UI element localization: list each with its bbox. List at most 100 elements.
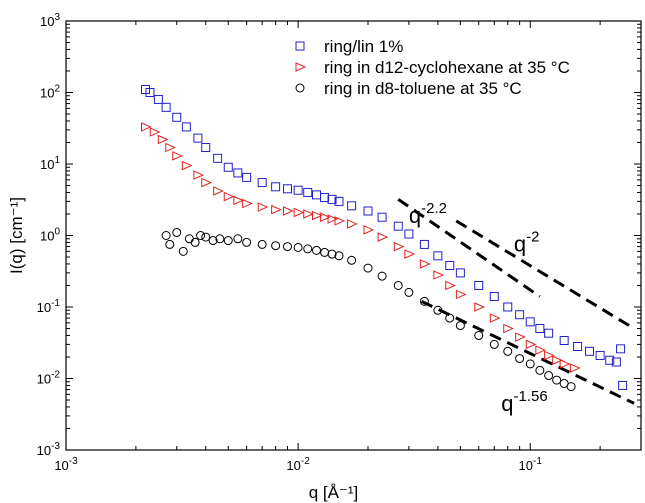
- y-tick-label: 102: [40, 84, 60, 101]
- data-point: [327, 194, 337, 204]
- data-point: [257, 178, 267, 188]
- data-point: [293, 185, 303, 195]
- data-point: [181, 122, 191, 132]
- data-point: [363, 263, 373, 273]
- data-point: [566, 382, 576, 392]
- series-layer: [140, 85, 628, 392]
- data-point: [455, 268, 465, 278]
- data-point: [233, 168, 243, 178]
- data-point: [419, 259, 431, 269]
- data-point: [559, 359, 571, 369]
- data-point: [503, 302, 513, 312]
- data-point: [201, 177, 212, 188]
- data-point: [223, 236, 233, 246]
- data-point: [172, 112, 182, 122]
- legend-label: ring in d12-cyclohexane at 35 °C: [324, 58, 570, 77]
- data-point: [303, 209, 314, 219]
- data-point: [363, 206, 373, 216]
- data-point: [573, 342, 583, 352]
- legend: ring/lin 1% ring in d12-cyclohexane at 35…: [295, 37, 570, 98]
- reference-line: [455, 219, 635, 330]
- data-point: [474, 330, 484, 340]
- data-point: [503, 346, 513, 356]
- data-point: [474, 280, 484, 290]
- data-point: [334, 251, 344, 261]
- legend-marker: [295, 41, 305, 51]
- data-point: [201, 143, 211, 153]
- data-point: [419, 239, 429, 249]
- data-point: [153, 94, 163, 104]
- legend-label: ring/lin 1%: [324, 37, 403, 56]
- x-tick-label: 10-3: [54, 456, 78, 473]
- data-point: [404, 287, 414, 297]
- data-point: [320, 192, 330, 202]
- data-point: [535, 324, 545, 334]
- data-point: [404, 229, 414, 239]
- data-point: [515, 354, 525, 364]
- reference-line: [420, 299, 635, 405]
- data-point: [552, 375, 562, 385]
- data-point: [178, 246, 188, 256]
- x-axis-title: q [Å⁻¹]: [309, 483, 359, 502]
- data-point: [616, 344, 626, 354]
- axis-labels: 10-3 10-2 10-1 10-3 10-2 10-1 100 101 102 103 q [Å…: [7, 12, 542, 502]
- y-tick-label: 10-3: [37, 441, 61, 458]
- data-point: [327, 214, 339, 224]
- data-point: [215, 234, 225, 244]
- data-point: [161, 231, 171, 240]
- data-point: [161, 102, 171, 112]
- y-tick-label: 10-2: [37, 370, 61, 387]
- data-point: [525, 359, 535, 369]
- y-tick-label: 103: [40, 12, 60, 29]
- data-point: [618, 380, 628, 390]
- data-point: [455, 321, 465, 331]
- data-point: [525, 339, 537, 350]
- slope-annotation: q-2: [514, 228, 540, 256]
- data-point: [283, 184, 293, 194]
- data-point: [165, 142, 177, 153]
- data-point: [433, 270, 445, 280]
- data-point: [233, 195, 245, 206]
- data-point: [213, 153, 223, 163]
- data-point: [393, 241, 405, 252]
- data-point: [377, 212, 387, 222]
- data-point: [334, 216, 346, 226]
- data-point: [433, 251, 443, 261]
- data-point: [535, 345, 547, 355]
- data-point: [595, 350, 605, 360]
- data-point: [242, 237, 252, 247]
- data-point: [605, 355, 615, 365]
- data-point: [489, 292, 499, 302]
- data-point: [515, 310, 525, 320]
- data-point: [190, 237, 200, 247]
- data-point: [544, 328, 554, 338]
- data-point: [213, 186, 224, 196]
- legend-marker: [295, 83, 305, 93]
- x-tick-label: 10-2: [286, 456, 310, 473]
- ticks: [65, 20, 642, 451]
- data-point: [165, 239, 175, 249]
- data-point: [489, 313, 501, 323]
- data-point: [347, 255, 357, 265]
- series-square: [140, 85, 628, 390]
- data-point: [611, 357, 621, 367]
- data-point: [303, 244, 313, 254]
- data-point: [233, 234, 243, 244]
- data-point: [474, 302, 485, 312]
- data-point: [145, 88, 155, 97]
- data-point: [377, 232, 389, 242]
- data-point: [320, 212, 331, 223]
- data-point: [271, 182, 281, 192]
- data-point: [312, 245, 322, 255]
- data-point: [271, 241, 281, 251]
- slope-annotation: q-2.2: [409, 200, 447, 228]
- data-point: [293, 242, 303, 252]
- data-point: [393, 221, 403, 231]
- reference-lines: q-2.2 q-2 q-1.56: [397, 198, 635, 416]
- data-point: [303, 187, 313, 197]
- data-point: [271, 204, 282, 215]
- legend-label: ring in d8-toluene at 35 °C: [324, 79, 522, 98]
- series-circle: [161, 228, 576, 392]
- data-point: [208, 236, 218, 246]
- plot-frame: [65, 20, 642, 451]
